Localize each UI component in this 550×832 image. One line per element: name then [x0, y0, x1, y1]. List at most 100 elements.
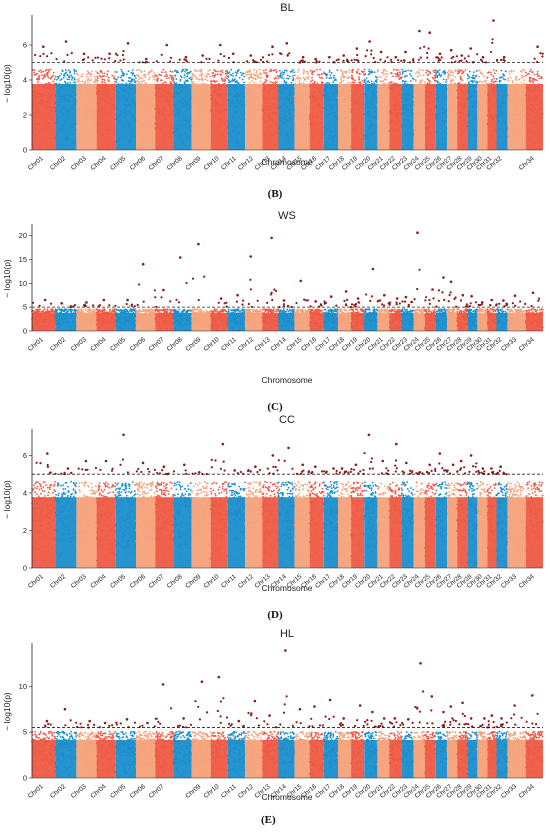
snp-point [207, 69, 210, 72]
snp-point [219, 73, 222, 76]
snp-point [515, 79, 518, 82]
snp-point [347, 77, 349, 80]
snp-point [325, 76, 328, 79]
top-snp [126, 298, 129, 302]
snp-point [97, 72, 99, 75]
snp-point [311, 77, 313, 79]
snp-point [330, 77, 333, 79]
snp-point [252, 73, 255, 76]
snp-point [349, 81, 352, 84]
snp-point [181, 311, 184, 313]
significant-snp [183, 58, 186, 61]
snp-point [352, 78, 354, 81]
snp-point [380, 80, 383, 83]
snp-point [386, 73, 389, 76]
snp-point [354, 79, 356, 82]
snp-point [385, 76, 388, 78]
snp-point [283, 71, 286, 73]
snp-point [201, 79, 204, 82]
significant-snp [34, 53, 37, 57]
snp-point [120, 308, 123, 311]
snp-point [39, 69, 42, 72]
snp-point [95, 82, 97, 84]
top-snp [82, 52, 86, 56]
chart-title: BL [280, 2, 293, 14]
snp-point [169, 70, 172, 73]
snp-point [38, 75, 41, 77]
snp-point [107, 79, 109, 81]
snp-point [249, 73, 252, 75]
snp-point [42, 309, 44, 312]
snp-point [207, 73, 210, 75]
snp-point [77, 74, 79, 76]
snp-point [38, 310, 41, 313]
snp-point [281, 71, 284, 73]
snp-density [136, 84, 156, 150]
top-snp [301, 55, 305, 59]
snp-point [206, 72, 209, 75]
snp-point [512, 81, 514, 84]
snp-point [96, 75, 99, 78]
snp-point [397, 74, 400, 77]
snp-point [130, 311, 133, 313]
snp-point [230, 73, 233, 76]
snp-point [46, 71, 49, 74]
top-snp [231, 52, 235, 56]
snp-point [362, 80, 364, 82]
significant-snp [63, 60, 66, 63]
snp-point [294, 79, 297, 81]
significant-snp [38, 304, 41, 307]
snp-point [504, 70, 507, 72]
snp-point [332, 81, 334, 84]
significant-snp [426, 56, 429, 59]
snp-point [64, 80, 66, 83]
snp-point [69, 71, 71, 74]
snp-point [437, 69, 439, 72]
snp-point [216, 73, 219, 76]
significant-snp [39, 55, 42, 58]
snp-point [191, 77, 194, 80]
significant-snp [259, 58, 262, 62]
snp-point [280, 72, 282, 75]
snp-point [459, 75, 462, 78]
significant-snp [261, 56, 265, 59]
snp-point [169, 74, 172, 77]
snp-point [492, 69, 495, 71]
snp-point [351, 71, 354, 74]
snp-point [36, 309, 38, 312]
snp-point [248, 82, 251, 84]
snp-point [130, 71, 133, 74]
snp-point [227, 79, 230, 81]
snp-point [364, 78, 366, 81]
snp-point [43, 308, 46, 311]
snp-point [144, 73, 147, 76]
top-snp [64, 40, 68, 43]
snp-point [188, 77, 191, 80]
snp-density [155, 84, 174, 150]
significant-snp [200, 61, 203, 64]
snp-point [127, 76, 130, 79]
snp-point [102, 308, 105, 311]
significant-snp [205, 57, 208, 61]
snp-point [383, 68, 386, 71]
snp-point [390, 72, 393, 75]
snp-point [338, 82, 341, 84]
snp-point [91, 70, 93, 73]
top-snp [502, 55, 506, 59]
snp-point [302, 82, 305, 84]
snp-point [153, 78, 155, 81]
snp-point [438, 74, 440, 77]
snp-point [68, 76, 71, 79]
snp-point [210, 80, 213, 82]
snp-point [146, 309, 149, 312]
snp-point [333, 79, 336, 82]
snp-point [290, 81, 293, 84]
snp-point [64, 82, 67, 84]
snp-point [348, 71, 351, 73]
snp-point [131, 72, 134, 75]
snp-point [467, 77, 470, 80]
snp-point [325, 74, 328, 77]
snp-point [468, 70, 471, 73]
snp-point [184, 70, 186, 73]
snp-point [189, 309, 192, 312]
